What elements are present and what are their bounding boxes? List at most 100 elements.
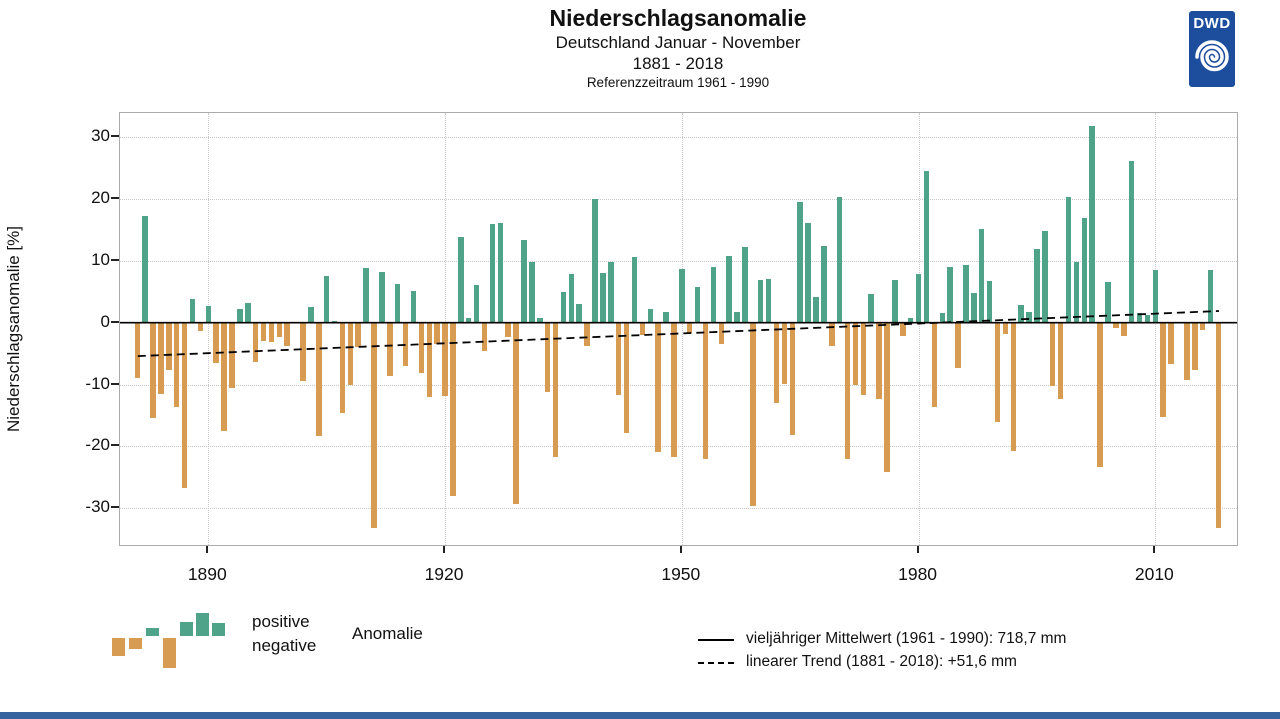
bar-1911 <box>371 322 377 528</box>
bar-1908 <box>347 322 354 386</box>
bar-2015 <box>1192 322 1198 370</box>
bar-1987 <box>971 293 977 323</box>
y-tick-label: -10 <box>85 373 110 393</box>
mean-line-sample <box>698 639 734 641</box>
y-tick-mark <box>110 197 119 200</box>
bar-1981 <box>923 170 930 323</box>
legend-negative-bar <box>129 638 142 649</box>
bar-1929 <box>513 322 519 504</box>
bar-1995 <box>1034 248 1040 323</box>
bar-1916 <box>410 291 417 323</box>
bar-2011 <box>1160 322 1166 417</box>
y-tick-label: 20 <box>91 188 110 208</box>
legend-trend-label: linearer Trend (1881 - 2018): +51,6 mm <box>746 653 1017 670</box>
x-tick-label: 1890 <box>187 564 227 584</box>
bar-1902 <box>300 322 306 381</box>
y-tick-label: -20 <box>85 435 110 455</box>
bar-1988 <box>978 228 985 323</box>
bar-1892 <box>221 322 227 431</box>
bar-1970 <box>836 196 843 323</box>
bar-1885 <box>166 322 172 371</box>
bar-2008 <box>1136 313 1143 323</box>
bar-1985 <box>955 322 961 368</box>
bar-2018 <box>1215 322 1222 529</box>
bar-1910 <box>363 267 369 323</box>
bar-1952 <box>694 286 701 323</box>
bar-1909 <box>355 322 361 347</box>
bar-1890 <box>205 306 212 323</box>
bar-1912 <box>379 272 385 323</box>
legend-positive-label: positive <box>252 612 310 631</box>
bar-2006 <box>1121 322 1127 337</box>
bar-1937 <box>576 304 582 323</box>
bar-1897 <box>260 322 267 342</box>
y-tick-mark <box>110 506 119 509</box>
bar-1919 <box>434 322 440 345</box>
bar-1978 <box>900 322 906 337</box>
bar-2001 <box>1081 217 1088 323</box>
legend-negative-bar <box>112 638 125 656</box>
plot-area <box>118 112 1238 546</box>
bar-1984 <box>947 266 953 323</box>
bar-1945 <box>639 322 646 336</box>
bar-1947 <box>655 322 661 452</box>
subtitle-years: 1881 - 2018 <box>632 54 724 73</box>
y-tick-label: 30 <box>91 126 110 146</box>
v-gridline <box>1155 113 1157 545</box>
bar-2003 <box>1097 322 1103 467</box>
chart-header: Niederschlagsanomalie Deutschland Januar… <box>76 4 1280 91</box>
y-tick-mark <box>110 382 119 385</box>
bar-1975 <box>876 322 882 399</box>
bar-2007 <box>1128 161 1135 323</box>
bar-1954 <box>710 267 717 323</box>
bar-1882 <box>142 216 148 323</box>
y-tick-mark <box>110 258 119 261</box>
bar-1964 <box>789 322 796 436</box>
x-tick-mark <box>679 545 682 553</box>
bar-1942 <box>615 322 622 395</box>
bar-1891 <box>213 322 219 364</box>
x-tick-label: 1980 <box>898 564 938 584</box>
y-tick-mark <box>110 135 119 138</box>
y-tick-mark <box>110 320 119 323</box>
bar-1881 <box>134 322 141 379</box>
bar-1894 <box>237 308 243 323</box>
bar-1948 <box>663 311 669 323</box>
bar-2004 <box>1105 281 1111 323</box>
h-gridline <box>119 508 1237 510</box>
y-axis-title: Niederschlagsanomalie [%] <box>4 226 23 432</box>
dwd-logo: DWD <box>1189 11 1235 87</box>
legend-mean-label: vieljähriger Mittelwert (1961 - 1990): 7… <box>746 630 1067 647</box>
h-gridline <box>119 446 1237 448</box>
bar-1973 <box>860 322 867 395</box>
x-tick-mark <box>916 545 919 553</box>
bar-1895 <box>245 302 251 323</box>
bar-1994 <box>1026 312 1032 323</box>
x-tick-label: 1920 <box>424 564 464 584</box>
y-tick-label: 0 <box>100 311 110 331</box>
bar-1990 <box>994 322 1001 422</box>
bar-1966 <box>805 222 811 323</box>
bar-1946 <box>647 309 654 323</box>
bar-1889 <box>197 322 204 331</box>
legend-negative-bar <box>163 638 176 668</box>
v-gridline <box>208 113 210 545</box>
bar-1977 <box>892 280 898 323</box>
bar-1957 <box>734 312 740 323</box>
bar-1930 <box>521 239 527 323</box>
bar-1958 <box>742 246 748 323</box>
bar-1999 <box>1065 196 1072 323</box>
h-gridline <box>119 137 1237 139</box>
page-title: Niederschlagsanomalie <box>549 5 807 31</box>
footer-bar <box>0 712 1280 719</box>
bar-1956 <box>726 256 732 323</box>
subtitle-region-period: Deutschland Januar - November <box>555 33 801 52</box>
bar-1906 <box>331 320 338 323</box>
y-tick-label: -30 <box>85 497 110 517</box>
bar-1989 <box>986 280 993 323</box>
bar-1923 <box>465 317 472 323</box>
bar-1903 <box>308 307 314 323</box>
h-gridline <box>119 260 1237 262</box>
bar-1962 <box>773 322 780 403</box>
x-tick-mark <box>443 545 446 553</box>
